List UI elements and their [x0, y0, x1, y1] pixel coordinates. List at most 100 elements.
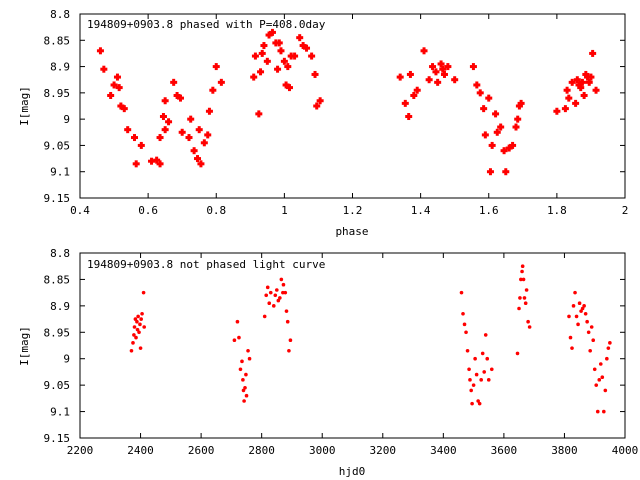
data-point	[137, 330, 141, 335]
data-point	[132, 325, 137, 329]
data-point	[518, 296, 522, 300]
data-point	[268, 28, 276, 36]
data-point	[587, 73, 595, 81]
y-tick-label: 9.15	[44, 192, 71, 205]
data-point	[137, 141, 145, 149]
data-point	[479, 378, 483, 382]
data-point	[406, 70, 414, 78]
data-point	[578, 78, 586, 86]
x-tick-labels: 0.4 0.6 0.8 1 1.2 1.4 1.6 1.8 2	[70, 204, 628, 217]
x-tick-label: 1.8	[547, 204, 567, 217]
data-point	[500, 147, 508, 155]
data-point	[267, 301, 272, 306]
data-point	[469, 388, 473, 393]
data-point	[313, 102, 321, 110]
data-point	[595, 409, 600, 414]
data-point	[440, 70, 448, 78]
data-point	[480, 105, 488, 113]
data-point	[482, 370, 487, 374]
data-point	[132, 160, 140, 168]
data-point	[133, 317, 138, 321]
data-point	[235, 319, 240, 324]
data-point	[505, 144, 513, 152]
x-tick-label: 1.6	[479, 204, 499, 217]
y-tick-labels: 8.8 8.85 8.9 8.95 9 9.05 9.1 9.15	[44, 8, 71, 205]
data-point	[485, 94, 493, 102]
data-point	[277, 47, 285, 55]
data-point	[606, 346, 611, 350]
y-tick-label: 9.15	[44, 432, 71, 445]
axis-ticks	[79, 13, 626, 199]
data-point	[576, 322, 580, 327]
data-point	[524, 288, 529, 292]
data-point	[492, 110, 500, 118]
data-point	[580, 306, 585, 311]
data-point	[153, 156, 161, 164]
data-point	[244, 393, 249, 398]
data-point	[585, 319, 589, 324]
data-point	[481, 131, 489, 139]
data-point	[281, 282, 286, 287]
data-point	[161, 126, 169, 134]
x-tick-label: 1	[281, 204, 288, 217]
data-point	[107, 91, 115, 99]
data-point	[405, 113, 413, 121]
data-point	[520, 264, 525, 269]
data-point	[282, 81, 290, 89]
data-point	[255, 110, 263, 118]
data-point	[480, 351, 485, 356]
data-point	[268, 290, 273, 295]
data-point	[265, 31, 273, 39]
data-point	[603, 388, 608, 393]
data-point	[486, 378, 491, 382]
data-point	[470, 401, 474, 406]
data-point	[263, 57, 271, 65]
data-point	[217, 78, 225, 86]
data-point	[136, 314, 140, 319]
data-point	[489, 367, 494, 372]
phased-light-curve-panel: 0.4 0.6 0.8 1 1.2 1.4 1.6 1.8 2 8.8 8.85 8.9 8.95 9 9…	[18, 8, 628, 238]
data-point	[284, 63, 292, 71]
data-point	[283, 290, 288, 295]
data-point	[115, 84, 123, 92]
data-point	[474, 372, 479, 377]
data-point	[471, 383, 476, 387]
data-point	[437, 60, 445, 68]
x-axis-label: phase	[335, 225, 368, 238]
data-point	[425, 76, 433, 84]
data-point	[517, 99, 525, 107]
data-point	[100, 65, 108, 73]
data-point	[303, 44, 311, 52]
data-point	[465, 348, 470, 353]
unphased-light-curve-panel: 2200 2400 2600 2800 3000 3200 3400 3600 3800 4000…	[18, 247, 638, 478]
data-point	[515, 102, 523, 110]
data-point	[571, 304, 576, 308]
data-point	[187, 115, 195, 123]
data-point	[113, 73, 121, 81]
data-point	[135, 327, 140, 332]
data-point	[260, 42, 268, 50]
data-point	[439, 65, 447, 73]
data-point	[583, 311, 588, 316]
data-point	[577, 301, 582, 306]
data-point	[240, 359, 244, 364]
data-point	[588, 348, 592, 353]
data-point	[579, 309, 583, 313]
data-point	[140, 311, 144, 316]
data-point	[232, 338, 237, 343]
data-point	[209, 86, 217, 94]
data-point	[483, 333, 488, 337]
data-point	[577, 84, 585, 92]
data-point	[244, 372, 248, 377]
x-tick-label: 3000	[309, 444, 336, 457]
data-point	[96, 47, 104, 55]
data-point	[274, 65, 282, 73]
y-tick-label: 9	[63, 113, 70, 126]
data-point	[246, 348, 250, 353]
data-point	[291, 52, 299, 60]
data-point	[161, 97, 169, 105]
x-tick-label: 2400	[127, 444, 154, 457]
data-point	[497, 123, 505, 131]
data-point	[592, 86, 600, 94]
y-tick-label: 8.9	[50, 300, 70, 313]
